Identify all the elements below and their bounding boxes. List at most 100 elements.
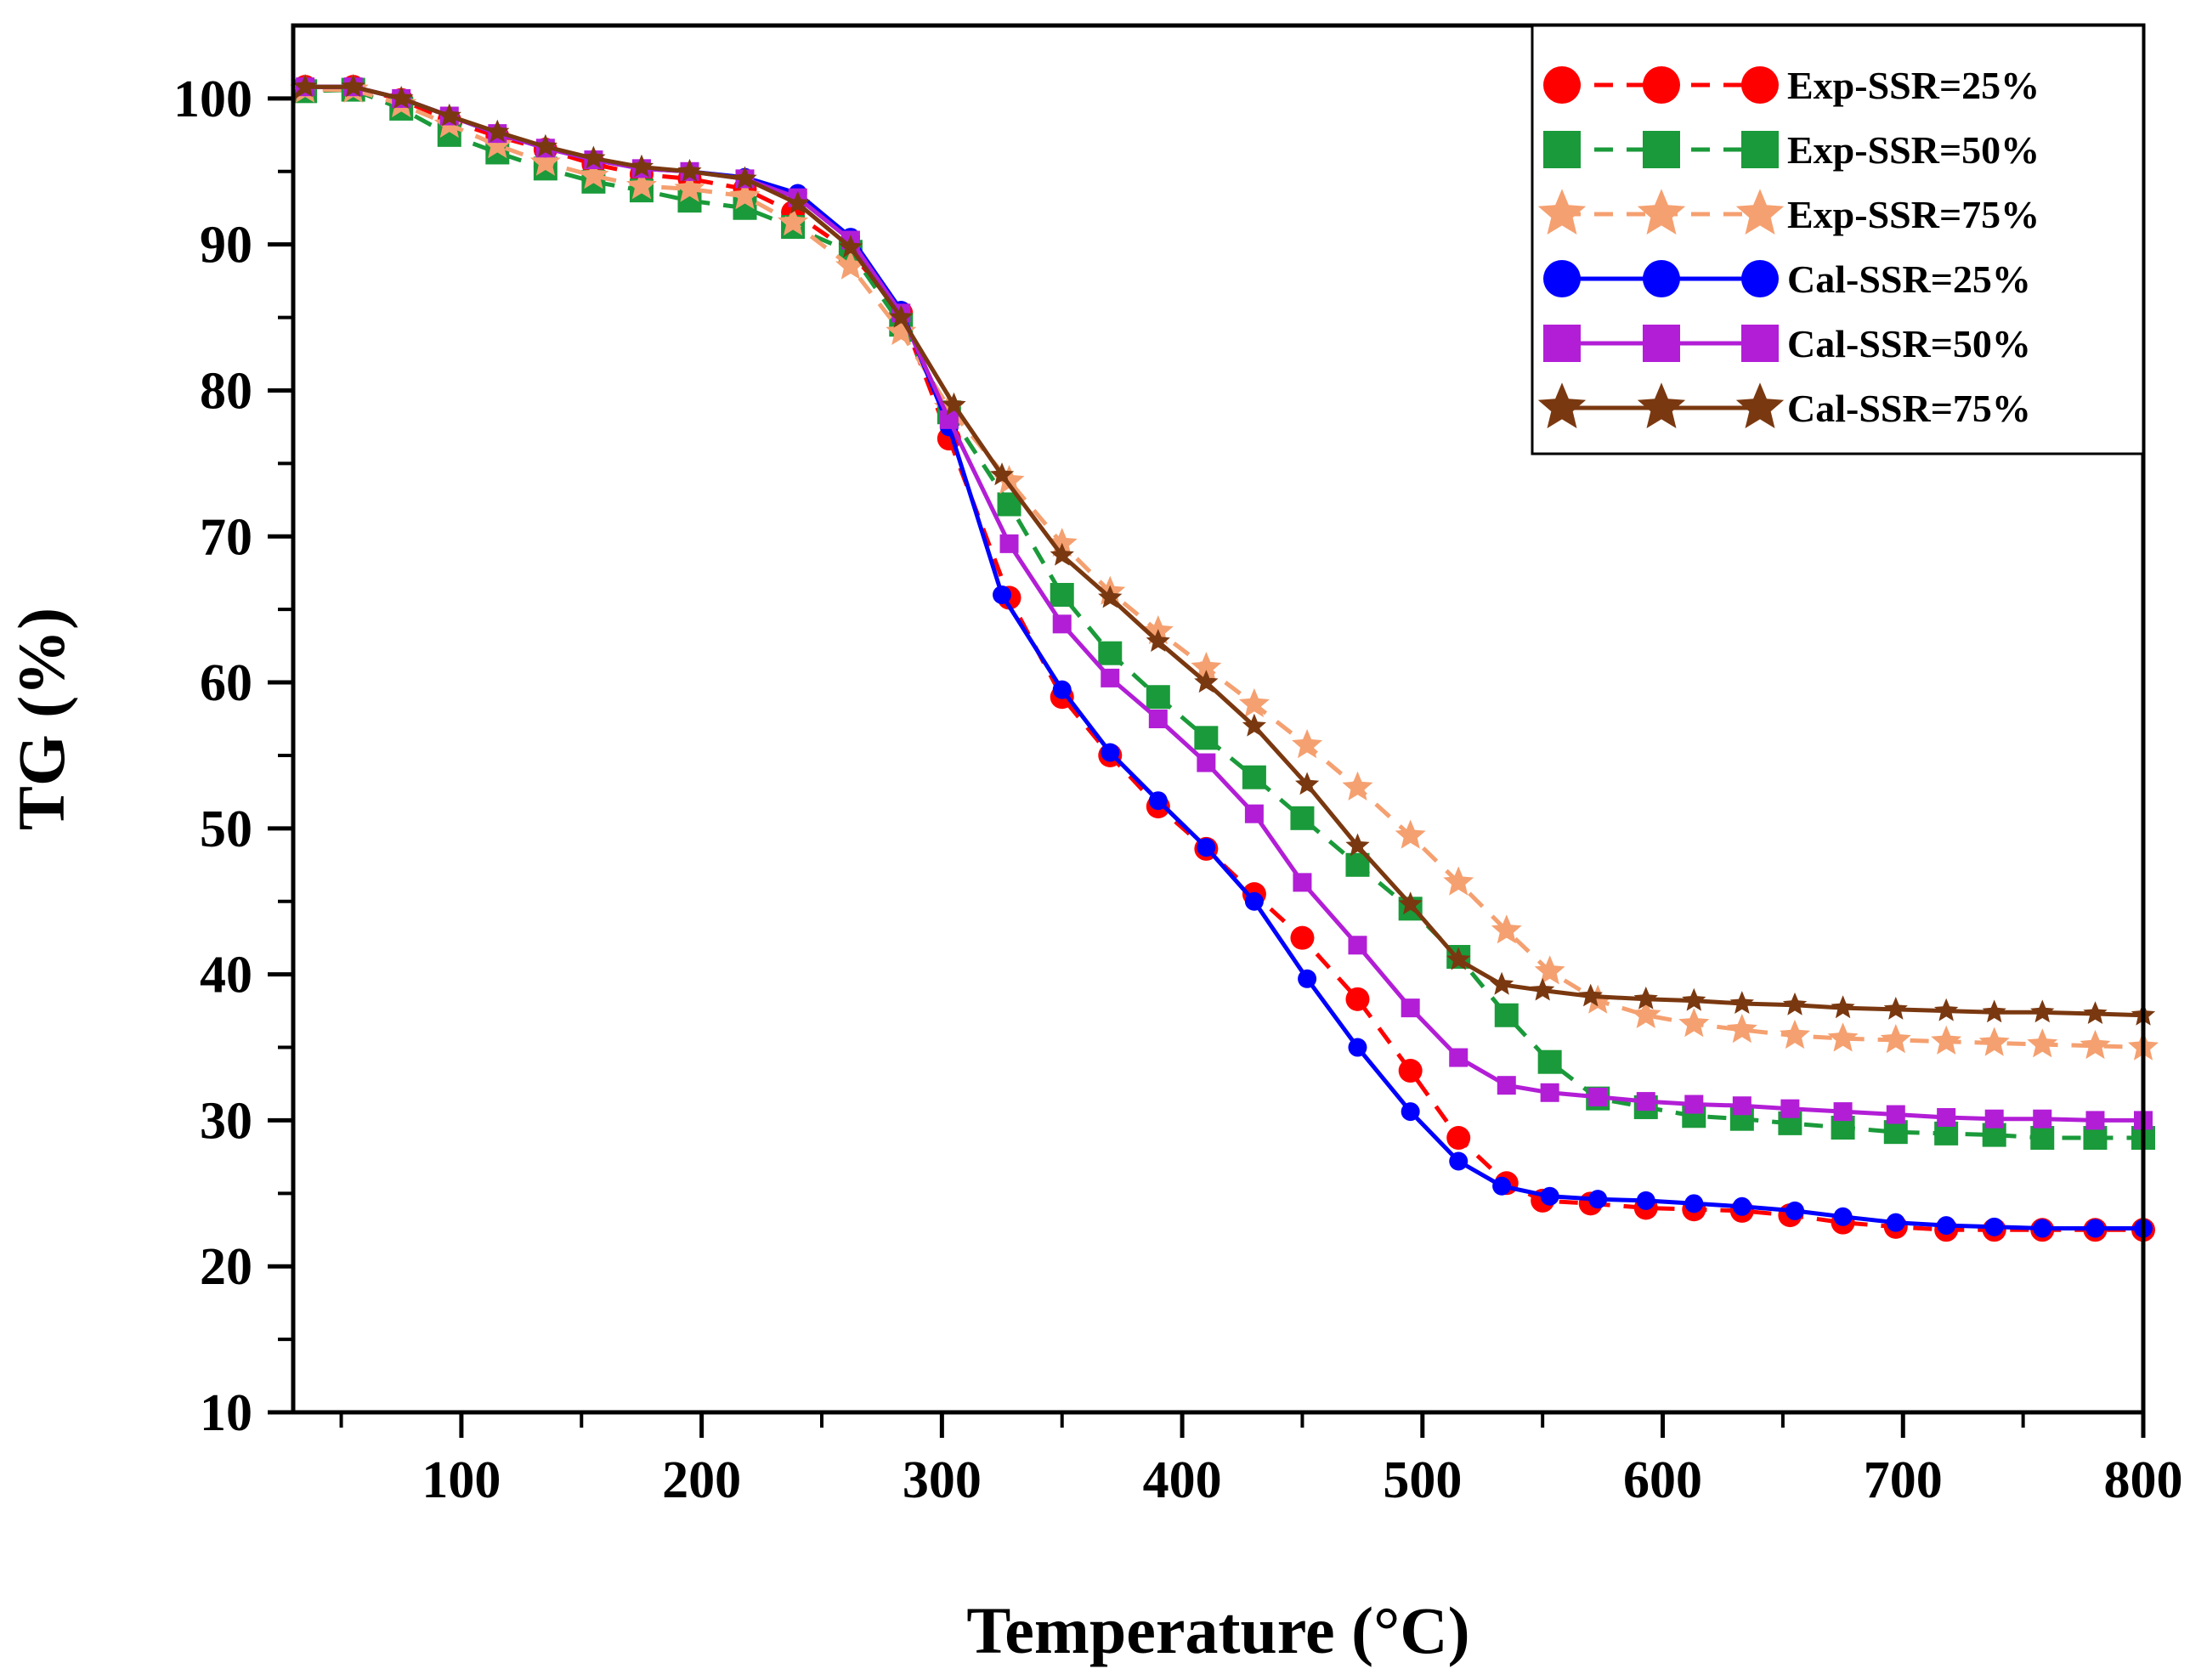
y-axis-title: TG (%) bbox=[4, 608, 78, 830]
data-point bbox=[485, 119, 510, 143]
y-tick-label: 40 bbox=[200, 947, 252, 1004]
legend-marker bbox=[1735, 382, 1785, 428]
data-point bbox=[886, 315, 917, 345]
data-point bbox=[482, 129, 513, 159]
data-point bbox=[1540, 1083, 1559, 1102]
data-point bbox=[1982, 999, 2006, 1023]
data-point bbox=[293, 74, 318, 98]
data-point bbox=[1052, 680, 1072, 699]
data-point bbox=[1978, 1027, 2010, 1056]
data-point bbox=[1148, 710, 1168, 728]
data-point bbox=[529, 146, 561, 176]
legend-label: Exp-SSR=25% bbox=[1787, 64, 2040, 107]
data-point bbox=[1398, 891, 1423, 915]
data-point bbox=[1984, 1217, 2004, 1236]
x-tick-label: 300 bbox=[903, 1451, 982, 1509]
data-point bbox=[1782, 992, 1808, 1015]
data-point bbox=[674, 173, 705, 202]
data-point bbox=[1531, 977, 1555, 1001]
legend-marker bbox=[1543, 325, 1581, 362]
legend-marker bbox=[1643, 260, 1680, 297]
data-point bbox=[1729, 991, 1754, 1014]
data-point bbox=[1833, 1207, 1853, 1226]
data-point bbox=[1449, 1048, 1469, 1067]
x-tick-label: 200 bbox=[662, 1451, 741, 1509]
series-group bbox=[290, 73, 2159, 1242]
legend-item: Exp-SSR=50% bbox=[1543, 128, 2040, 172]
data-point bbox=[1401, 998, 1420, 1018]
y-tick-label: 90 bbox=[200, 217, 252, 274]
data-point bbox=[1238, 687, 1270, 718]
data-point bbox=[1886, 1105, 1905, 1124]
legend-item: Exp-SSR=75% bbox=[1537, 189, 2040, 236]
data-point bbox=[1298, 969, 1317, 988]
data-point bbox=[1630, 998, 1661, 1028]
data-point bbox=[942, 392, 966, 416]
legend-marker bbox=[1643, 66, 1680, 104]
legend-marker bbox=[1643, 325, 1680, 362]
data-point bbox=[677, 158, 702, 182]
data-point bbox=[1931, 1025, 1962, 1055]
plot-frame bbox=[291, 23, 2146, 1415]
legend-label: Cal-SSR=50% bbox=[1787, 322, 2031, 365]
x-tick-label: 600 bbox=[1623, 1451, 1702, 1509]
data-point bbox=[1492, 1176, 1512, 1196]
data-point bbox=[1395, 819, 1426, 849]
legend-marker bbox=[1543, 66, 1581, 104]
legend-marker bbox=[1643, 131, 1680, 168]
data-point bbox=[2030, 1126, 2055, 1151]
data-point bbox=[1244, 891, 1264, 911]
data-point bbox=[1537, 1049, 1562, 1074]
data-point bbox=[389, 86, 414, 109]
data-point bbox=[1934, 998, 1959, 1021]
data-point bbox=[1242, 713, 1266, 737]
legend-marker bbox=[1637, 382, 1686, 428]
legend-box bbox=[1531, 24, 2145, 455]
legend-item: Cal-SSR=25% bbox=[1543, 257, 2031, 301]
data-point bbox=[1345, 833, 1370, 857]
data-point bbox=[1098, 585, 1123, 608]
data-point bbox=[1582, 984, 1614, 1014]
data-point bbox=[1588, 1190, 1608, 1209]
y-tick-label: 80 bbox=[200, 362, 252, 420]
x-tick-label: 700 bbox=[1864, 1451, 1943, 1509]
y-tick-label: 60 bbox=[200, 654, 252, 712]
legend-label: Cal-SSR=75% bbox=[1787, 387, 2031, 430]
data-point bbox=[1348, 1038, 1367, 1057]
y-tick-label: 10 bbox=[200, 1384, 252, 1442]
data-point bbox=[1491, 914, 1522, 944]
data-point bbox=[1290, 806, 1315, 830]
data-point bbox=[1883, 1120, 1908, 1145]
data-point bbox=[1148, 791, 1168, 811]
data-point bbox=[835, 250, 866, 280]
data-point bbox=[1443, 866, 1474, 896]
data-point bbox=[629, 154, 654, 178]
data-point bbox=[1682, 987, 1706, 1011]
data-point bbox=[2085, 1219, 2105, 1238]
data-point bbox=[838, 235, 863, 258]
data-point bbox=[1937, 1216, 1956, 1236]
data-point bbox=[1292, 729, 1323, 759]
data-point bbox=[1732, 1096, 1751, 1116]
data-point bbox=[1785, 1201, 1805, 1220]
data-point bbox=[785, 190, 810, 214]
x-tick-label: 500 bbox=[1383, 1451, 1462, 1509]
data-point bbox=[1684, 1095, 1704, 1114]
data-point bbox=[2080, 1029, 2111, 1060]
data-point bbox=[1780, 1099, 1800, 1118]
data-point bbox=[1497, 1076, 1516, 1095]
data-point bbox=[2085, 1111, 2105, 1130]
data-point bbox=[1101, 668, 1120, 687]
data-point bbox=[1827, 1022, 1859, 1052]
data-point bbox=[1833, 1102, 1853, 1122]
data-point bbox=[1197, 753, 1216, 772]
series-exp-ssr-75- bbox=[290, 73, 2159, 1061]
x-tick-label: 100 bbox=[422, 1451, 501, 1509]
data-point bbox=[1345, 987, 1370, 1011]
data-point bbox=[581, 145, 606, 169]
legend-marker bbox=[1735, 189, 1785, 235]
data-point bbox=[1052, 614, 1072, 634]
data-point bbox=[1197, 838, 1216, 857]
data-point bbox=[729, 180, 761, 210]
